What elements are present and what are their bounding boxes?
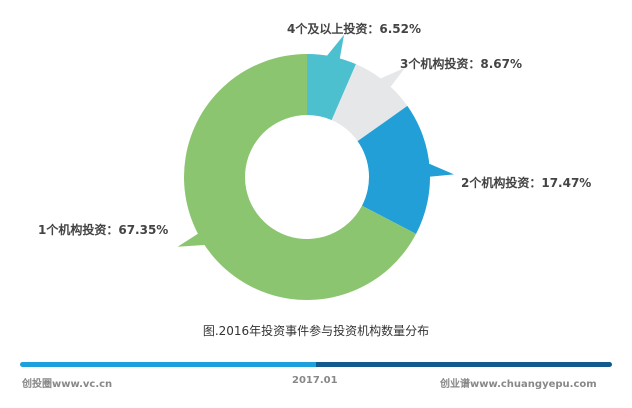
footer-left: 创投圈www.vc.cn xyxy=(22,379,113,390)
slice-label-4plus: 4个及以上投资：6.52% xyxy=(287,22,421,36)
slice-2 xyxy=(357,105,430,234)
slice-1 xyxy=(331,64,408,142)
slice-pointer-3 xyxy=(177,230,212,247)
footer-bar xyxy=(20,362,612,367)
footer-right: 创业谱www.chuangyepu.com xyxy=(440,379,597,390)
slice-3 xyxy=(183,54,417,301)
slice-pointer-1 xyxy=(374,67,406,92)
slice-pointer-2 xyxy=(422,160,454,178)
slice-label-2: 2个机构投资：17.47% xyxy=(461,176,592,190)
slice-0 xyxy=(307,54,356,121)
slice-label-3: 3个机构投资：8.67% xyxy=(400,57,522,71)
slice-pointer-0 xyxy=(322,34,345,65)
donut-chart xyxy=(177,34,454,301)
slice-label-1: 1个机构投资：67.35% xyxy=(38,223,169,237)
chart-title: 图.2016年投资事件参与投资机构数量分布 xyxy=(202,324,430,338)
footer-date: 2017.01 xyxy=(292,375,338,386)
